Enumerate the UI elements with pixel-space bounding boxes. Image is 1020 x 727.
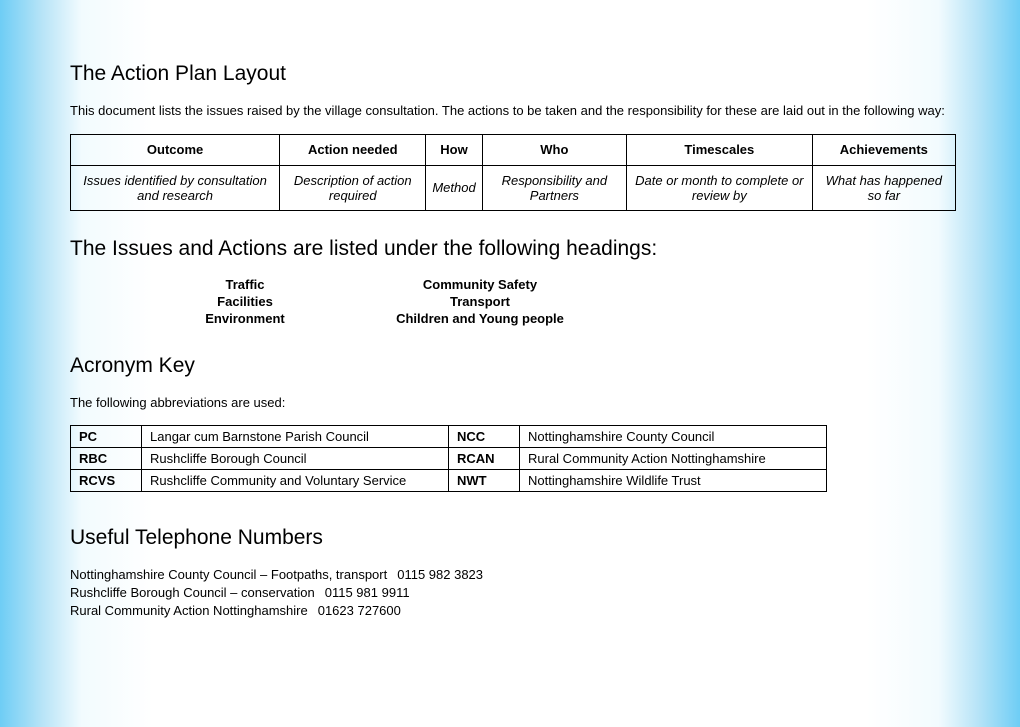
desc-cell: Nottinghamshire County Council [520,426,827,448]
cell: Issues identified by consultation and re… [71,165,280,210]
desc-cell: Nottinghamshire Wildlife Trust [520,470,827,492]
table-row: PC Langar cum Barnstone Parish Council N… [71,426,827,448]
desc-cell: Langar cum Barnstone Parish Council [142,426,449,448]
heading-item: Children and Young people [350,311,610,326]
desc-cell: Rural Community Action Nottinghamshire [520,448,827,470]
heading-item: Community Safety [350,277,610,292]
phone-label: Rural Community Action Nottinghamshire [70,603,308,618]
layout-table: Outcome Action needed How Who Timescales… [70,134,956,211]
abbr-cell: RCVS [71,470,142,492]
col-header: Action needed [280,134,426,165]
abbr-cell: RBC [71,448,142,470]
phone-number: 0115 982 3823 [397,567,483,582]
cell: Method [426,165,482,210]
phone-entry: Rushcliffe Borough Council – conservatio… [70,584,956,602]
desc-cell: Rushcliffe Borough Council [142,448,449,470]
heading-item: Environment [140,311,350,326]
section-intro-acronym: The following abbreviations are used: [70,394,956,412]
phone-label: Nottinghamshire County Council – Footpat… [70,567,387,582]
phone-entry: Rural Community Action Nottinghamshire 01… [70,602,956,620]
phone-label: Rushcliffe Borough Council – conservatio… [70,585,315,600]
col-header: Outcome [71,134,280,165]
table-row: RBC Rushcliffe Borough Council RCAN Rura… [71,448,827,470]
section-title-headings: The Issues and Actions are listed under … [70,237,956,261]
col-header: Timescales [627,134,813,165]
heading-item: Traffic [140,277,350,292]
acronym-table: PC Langar cum Barnstone Parish Council N… [70,425,827,492]
heading-item: Facilities [140,294,350,309]
heading-item: Transport [350,294,610,309]
cell: Responsibility and Partners [482,165,626,210]
col-header: How [426,134,482,165]
col-header: Achievements [812,134,955,165]
phone-number: 01623 727600 [318,603,401,618]
desc-cell: Rushcliffe Community and Voluntary Servi… [142,470,449,492]
headings-grid: Traffic Community Safety Facilities Tran… [140,277,956,326]
phone-list: Nottinghamshire County Council – Footpat… [70,566,956,621]
section-title-phones: Useful Telephone Numbers [70,526,956,550]
phone-number: 0115 981 9911 [325,585,410,600]
abbr-cell: NCC [449,426,520,448]
cell: Date or month to complete or review by [627,165,813,210]
table-row: Issues identified by consultation and re… [71,165,956,210]
abbr-cell: PC [71,426,142,448]
abbr-cell: RCAN [449,448,520,470]
section-intro-layout: This document lists the issues raised by… [70,102,956,120]
section-title-acronym: Acronym Key [70,354,956,378]
table-header-row: Outcome Action needed How Who Timescales… [71,134,956,165]
phone-entry: Nottinghamshire County Council – Footpat… [70,566,956,584]
section-title-layout: The Action Plan Layout [70,62,956,86]
cell: What has happened so far [812,165,955,210]
col-header: Who [482,134,626,165]
abbr-cell: NWT [449,470,520,492]
table-row: RCVS Rushcliffe Community and Voluntary … [71,470,827,492]
cell: Description of action required [280,165,426,210]
